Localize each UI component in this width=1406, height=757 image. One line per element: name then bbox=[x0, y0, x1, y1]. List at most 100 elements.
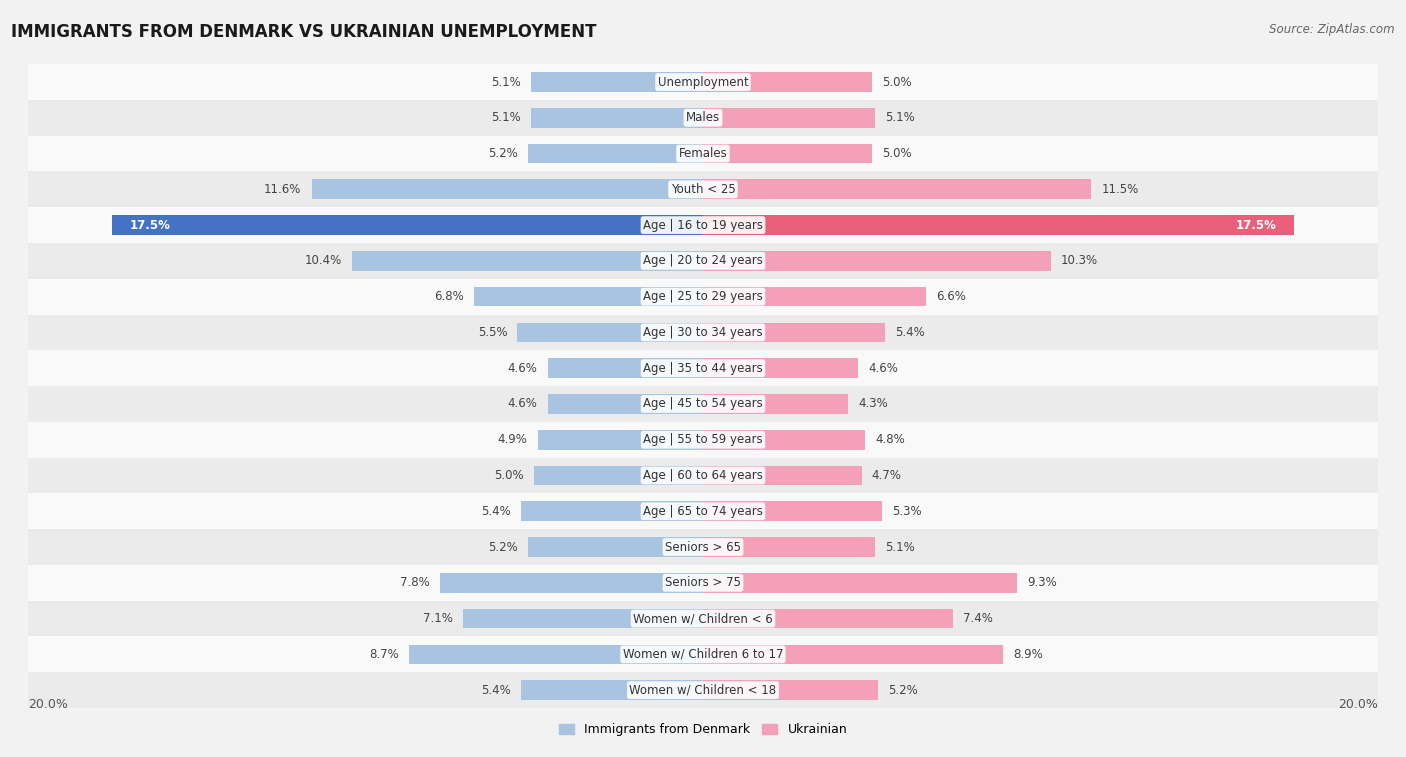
Text: Unemployment: Unemployment bbox=[658, 76, 748, 89]
Text: Youth < 25: Youth < 25 bbox=[671, 183, 735, 196]
Text: Age | 30 to 34 years: Age | 30 to 34 years bbox=[643, 326, 763, 339]
Bar bbox=[703, 430, 865, 450]
Text: 9.3%: 9.3% bbox=[1026, 576, 1057, 589]
Text: 5.3%: 5.3% bbox=[891, 505, 921, 518]
Text: 8.9%: 8.9% bbox=[1014, 648, 1043, 661]
Bar bbox=[703, 108, 875, 128]
Bar bbox=[28, 171, 1378, 207]
Text: 5.2%: 5.2% bbox=[488, 147, 517, 160]
Text: 8.7%: 8.7% bbox=[370, 648, 399, 661]
Bar bbox=[409, 644, 703, 664]
Text: 5.2%: 5.2% bbox=[889, 684, 918, 696]
Bar bbox=[28, 422, 1378, 458]
Bar bbox=[28, 494, 1378, 529]
Text: 4.6%: 4.6% bbox=[508, 362, 537, 375]
Bar bbox=[527, 537, 703, 557]
Bar bbox=[28, 529, 1378, 565]
Text: Age | 16 to 19 years: Age | 16 to 19 years bbox=[643, 219, 763, 232]
Text: 5.0%: 5.0% bbox=[495, 469, 524, 482]
Bar bbox=[28, 207, 1378, 243]
Bar bbox=[28, 279, 1378, 314]
Text: 5.0%: 5.0% bbox=[882, 147, 911, 160]
Bar bbox=[28, 64, 1378, 100]
Bar bbox=[28, 565, 1378, 601]
Text: Age | 65 to 74 years: Age | 65 to 74 years bbox=[643, 505, 763, 518]
Bar bbox=[703, 573, 1017, 593]
Bar bbox=[548, 358, 703, 378]
Text: Seniors > 65: Seniors > 65 bbox=[665, 540, 741, 553]
Text: 7.1%: 7.1% bbox=[423, 612, 453, 625]
Text: 20.0%: 20.0% bbox=[1339, 698, 1378, 711]
Bar bbox=[520, 501, 703, 521]
Bar bbox=[703, 72, 872, 92]
Bar bbox=[28, 136, 1378, 171]
Bar bbox=[703, 644, 1004, 664]
Text: 4.7%: 4.7% bbox=[872, 469, 901, 482]
Text: 5.2%: 5.2% bbox=[488, 540, 517, 553]
Text: 5.1%: 5.1% bbox=[886, 111, 915, 124]
Bar bbox=[312, 179, 703, 199]
Text: 5.0%: 5.0% bbox=[882, 76, 911, 89]
Text: Age | 60 to 64 years: Age | 60 to 64 years bbox=[643, 469, 763, 482]
Text: 4.9%: 4.9% bbox=[498, 433, 527, 446]
Text: 17.5%: 17.5% bbox=[1236, 219, 1277, 232]
Bar bbox=[28, 243, 1378, 279]
Bar bbox=[440, 573, 703, 593]
Text: Seniors > 75: Seniors > 75 bbox=[665, 576, 741, 589]
Bar bbox=[703, 501, 882, 521]
Text: 4.3%: 4.3% bbox=[858, 397, 889, 410]
Text: Women w/ Children 6 to 17: Women w/ Children 6 to 17 bbox=[623, 648, 783, 661]
Bar bbox=[28, 672, 1378, 708]
Bar bbox=[352, 251, 703, 271]
Text: Age | 45 to 54 years: Age | 45 to 54 years bbox=[643, 397, 763, 410]
Bar bbox=[703, 215, 1294, 235]
Text: Males: Males bbox=[686, 111, 720, 124]
Bar bbox=[527, 144, 703, 164]
Text: 5.4%: 5.4% bbox=[896, 326, 925, 339]
Text: 5.5%: 5.5% bbox=[478, 326, 508, 339]
Bar bbox=[517, 322, 703, 342]
Text: 4.8%: 4.8% bbox=[875, 433, 905, 446]
Bar bbox=[703, 358, 858, 378]
Bar bbox=[703, 394, 848, 414]
Text: 6.8%: 6.8% bbox=[433, 290, 464, 303]
Bar bbox=[548, 394, 703, 414]
Bar bbox=[703, 251, 1050, 271]
Text: Age | 20 to 24 years: Age | 20 to 24 years bbox=[643, 254, 763, 267]
Text: 5.1%: 5.1% bbox=[886, 540, 915, 553]
Bar bbox=[703, 537, 875, 557]
Bar bbox=[28, 458, 1378, 494]
Text: 11.5%: 11.5% bbox=[1101, 183, 1139, 196]
Text: 4.6%: 4.6% bbox=[508, 397, 537, 410]
Bar bbox=[703, 609, 953, 628]
Legend: Immigrants from Denmark, Ukrainian: Immigrants from Denmark, Ukrainian bbox=[554, 718, 852, 741]
Text: 17.5%: 17.5% bbox=[129, 219, 170, 232]
Text: Source: ZipAtlas.com: Source: ZipAtlas.com bbox=[1270, 23, 1395, 36]
Text: 4.6%: 4.6% bbox=[869, 362, 898, 375]
Bar bbox=[703, 287, 925, 307]
Text: Age | 35 to 44 years: Age | 35 to 44 years bbox=[643, 362, 763, 375]
Bar bbox=[28, 100, 1378, 136]
Bar bbox=[703, 322, 886, 342]
Text: Women w/ Children < 18: Women w/ Children < 18 bbox=[630, 684, 776, 696]
Text: 10.3%: 10.3% bbox=[1060, 254, 1098, 267]
Bar bbox=[28, 386, 1378, 422]
Bar bbox=[534, 466, 703, 485]
Text: 5.4%: 5.4% bbox=[481, 684, 510, 696]
Text: Females: Females bbox=[679, 147, 727, 160]
Text: 11.6%: 11.6% bbox=[264, 183, 301, 196]
Text: 5.1%: 5.1% bbox=[491, 76, 520, 89]
Bar bbox=[703, 681, 879, 700]
Text: 10.4%: 10.4% bbox=[305, 254, 342, 267]
Bar bbox=[703, 144, 872, 164]
Text: Age | 25 to 29 years: Age | 25 to 29 years bbox=[643, 290, 763, 303]
Bar bbox=[474, 287, 703, 307]
Text: Age | 55 to 59 years: Age | 55 to 59 years bbox=[643, 433, 763, 446]
Text: 5.1%: 5.1% bbox=[491, 111, 520, 124]
Bar bbox=[28, 350, 1378, 386]
Bar bbox=[28, 314, 1378, 350]
Bar bbox=[464, 609, 703, 628]
Bar bbox=[28, 637, 1378, 672]
Bar bbox=[531, 108, 703, 128]
Bar bbox=[703, 179, 1091, 199]
